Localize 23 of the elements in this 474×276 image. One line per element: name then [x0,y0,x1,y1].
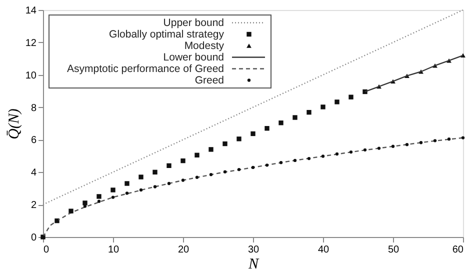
y-tick-label: 12 [25,38,37,49]
y-tick-label: 6 [30,135,37,146]
legend-label: Asymptotic performance of Greed [67,62,224,75]
x-tick-label: 20 [178,244,190,256]
y-tick-label: 10 [25,70,37,82]
x-tick-label: 60 [452,244,464,256]
x-tick-label: 0 [44,244,50,256]
x-tick-label: 50 [388,244,400,256]
y-tick-label: 14 [25,6,37,16]
legend-label: Upper bound [163,16,224,29]
y-tick-label: 8 [30,102,37,114]
legend-label: Globally optimal strategy [109,28,225,40]
y-tick-label: 0 [30,232,37,244]
x-tick-label: 40 [318,244,330,256]
legend-label: Greed [194,74,224,86]
y-axis-title: Q̄(N) [6,108,22,140]
y-tick-label: 4 [30,168,37,179]
legend-label: Lower bound [163,51,224,64]
x-tick-label: 30 [248,244,260,256]
x-tick-label: 10 [108,244,120,256]
x-axis-title: N [247,256,260,272]
legend-label: Modesty [184,40,225,52]
y-tick-label: 2 [30,200,37,212]
